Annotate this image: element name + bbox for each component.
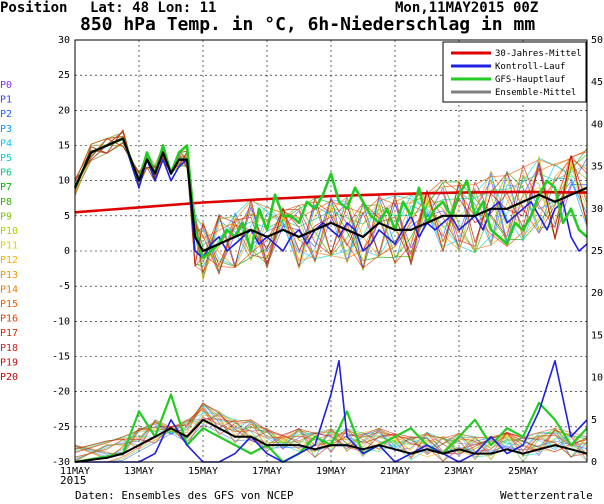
y-right-tick-label: 30 bbox=[591, 204, 603, 215]
y-left-tick-label: -10 bbox=[52, 316, 70, 327]
run-date-label: Mon,11MAY2015 00Z bbox=[395, 0, 539, 16]
y-left-tick-label: 15 bbox=[58, 141, 70, 152]
x-tick-label: 15MAY bbox=[188, 466, 218, 477]
y-right-tick-label: 15 bbox=[591, 330, 603, 341]
source-label: Daten: Ensembles des GFS von NCEP bbox=[75, 489, 294, 502]
y-right-tick-label: 25 bbox=[591, 246, 603, 257]
member-label: P2 bbox=[0, 109, 12, 120]
legend-label: 30-Jahres-Mittel bbox=[495, 49, 582, 59]
y-left-tick-label: -25 bbox=[52, 422, 70, 433]
temp-main-line bbox=[73, 137, 588, 260]
member-label: P9 bbox=[0, 211, 12, 222]
chart-title: 850 hPa Temp. in °C, 6h-Niederschlag in … bbox=[80, 14, 536, 35]
y-right-tick-label: 0 bbox=[591, 457, 597, 468]
ensemble-member-precip-line bbox=[74, 402, 588, 455]
ensemble-member-temp-line bbox=[74, 131, 588, 275]
credit-label: Wetterzentrale bbox=[500, 489, 593, 502]
member-label: P17 bbox=[0, 328, 18, 339]
y-right-tick-label: 20 bbox=[591, 288, 603, 299]
y-right-tick-label: 50 bbox=[591, 35, 603, 46]
y-left-tick-label: 25 bbox=[58, 70, 70, 81]
x-tick-label: 21MAY bbox=[380, 466, 410, 477]
member-label: P11 bbox=[0, 241, 18, 252]
y-left-tick-label: 5 bbox=[64, 211, 70, 222]
x-tick-label: 25MAY bbox=[508, 466, 538, 477]
member-label: P5 bbox=[0, 153, 12, 164]
position-label: Position bbox=[0, 0, 68, 16]
member-label: P14 bbox=[0, 284, 18, 295]
y-left-tick-label: 0 bbox=[64, 246, 70, 257]
member-label: P1 bbox=[0, 95, 12, 106]
x-tick-label: 23MAY bbox=[444, 466, 474, 477]
member-label: P12 bbox=[0, 255, 18, 266]
x-tick-label: 19MAY bbox=[316, 466, 346, 477]
member-label: P4 bbox=[0, 138, 12, 149]
lat-lon-label: Lat: 48 Lon: 11 bbox=[90, 0, 217, 16]
member-label: P19 bbox=[0, 357, 18, 368]
y-right-tick-label: 45 bbox=[591, 77, 603, 88]
temp-ensemble-mean-line bbox=[73, 137, 588, 253]
legend-label: Kontroll-Lauf bbox=[495, 62, 565, 72]
plot-frame bbox=[74, 39, 588, 463]
member-label: P20 bbox=[0, 372, 18, 383]
ensemble-member-temp-line bbox=[74, 129, 588, 267]
x-tick-label: 11MAY bbox=[60, 466, 90, 477]
y-left-tick-label: -5 bbox=[58, 281, 70, 292]
y-left-tick-label: -15 bbox=[52, 352, 70, 363]
x-tick-label: 17MAY bbox=[252, 466, 282, 477]
legend-label: GFS-Hauptlauf bbox=[495, 75, 565, 85]
year-label: 2015 bbox=[60, 474, 87, 487]
y-left-tick-label: -20 bbox=[52, 387, 70, 398]
legend-label: Ensemble-Mittel bbox=[495, 88, 576, 98]
member-label: P10 bbox=[0, 226, 18, 237]
member-label: P7 bbox=[0, 182, 12, 193]
member-label: P8 bbox=[0, 197, 12, 208]
y-left-tick-label: 30 bbox=[58, 35, 70, 46]
y-right-tick-label: 40 bbox=[591, 119, 603, 130]
member-label: P0 bbox=[0, 80, 12, 91]
member-label: P13 bbox=[0, 270, 18, 281]
member-label: P15 bbox=[0, 299, 18, 310]
x-tick-label: 13MAY bbox=[124, 466, 154, 477]
precip-ensemble-mean-line bbox=[74, 418, 588, 463]
climate-mean-line bbox=[74, 190, 588, 214]
y-right-tick-label: 35 bbox=[591, 162, 603, 173]
ensemble-member-precip-line bbox=[74, 411, 588, 461]
member-label: P16 bbox=[0, 314, 18, 325]
ensemble-member-precip-line bbox=[75, 423, 588, 463]
member-label: P3 bbox=[0, 124, 12, 135]
ensemble-member-temp-line bbox=[74, 138, 588, 274]
y-left-tick-label: 20 bbox=[58, 105, 70, 116]
member-label: P18 bbox=[0, 343, 18, 354]
y-left-tick-label: -30 bbox=[52, 457, 70, 468]
y-right-tick-label: 10 bbox=[591, 373, 603, 384]
y-right-tick-label: 5 bbox=[591, 415, 597, 426]
member-label: P6 bbox=[0, 168, 12, 179]
y-left-tick-label: 10 bbox=[58, 176, 70, 187]
ensemble-member-temp-line bbox=[74, 141, 588, 272]
